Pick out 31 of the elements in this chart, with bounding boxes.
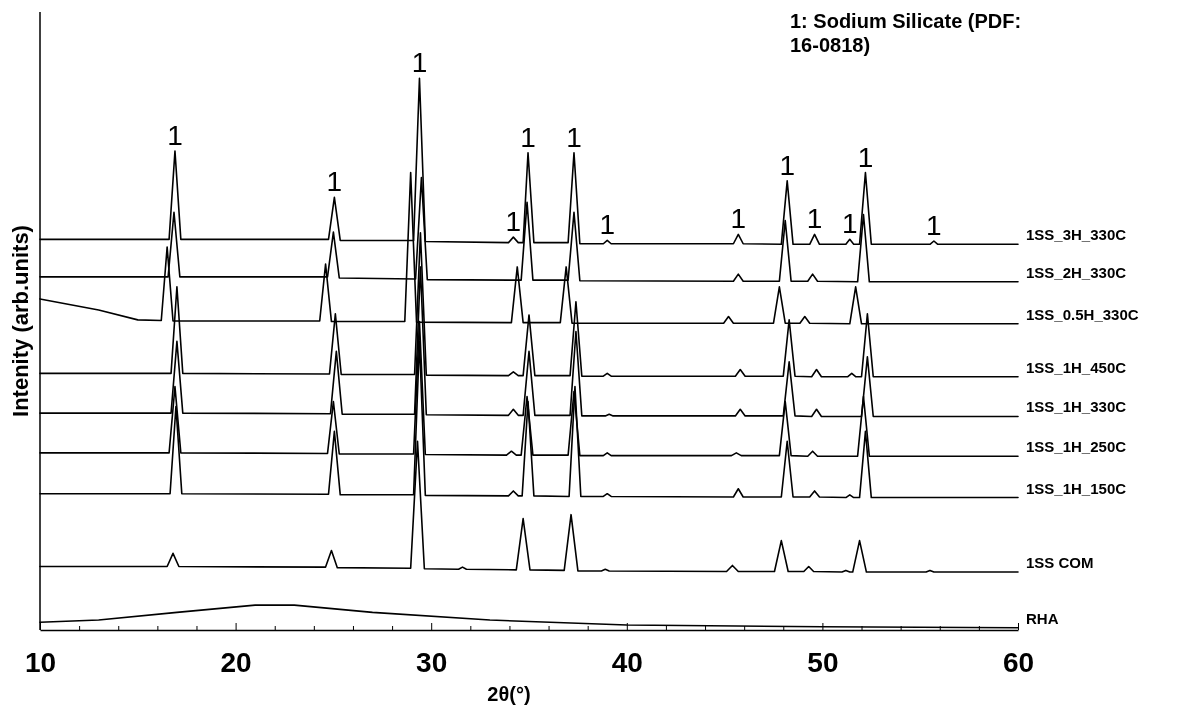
annotation: 1 [599, 209, 616, 241]
x-tick-label: 20 [220, 646, 252, 678]
x-tick-label: 60 [1002, 646, 1035, 678]
annotation: 1 [411, 47, 428, 79]
text: 1: Sodium Silicate (PDF: 16-0818) [790, 10, 1022, 56]
y-axis-title: Intenity (arb.units) [8, 225, 33, 417]
x-tick-label: 50 [807, 646, 839, 678]
annotation: 1 [505, 206, 522, 238]
annotation: 1 [857, 141, 874, 173]
x-axis-title: 2θ(°) [487, 683, 531, 705]
annotation: 1 [806, 203, 823, 235]
series-label: 1SS_1H_250C [1026, 438, 1127, 456]
x-tick-label: 10 [24, 646, 57, 678]
annotation: 1 [167, 120, 183, 152]
annotation: 1 [326, 166, 343, 198]
annotation: 1 [730, 203, 747, 235]
series-label: 1SS_0.5H_330C [1026, 305, 1139, 323]
series-label: RHA [1026, 609, 1059, 627]
annotation: 1 [566, 121, 582, 153]
x-tick-label: 40 [611, 646, 643, 678]
series-label: 1SS_2H_330C [1026, 263, 1127, 281]
series-label: 1SS_3H_330C [1026, 226, 1127, 244]
annotation: 1 [779, 149, 795, 181]
annotation: 1 [926, 209, 942, 241]
series-label: 1SS COM [1026, 554, 1094, 572]
x-tick-label: 30 [416, 646, 448, 678]
series-label: 1SS_1H_450C [1026, 358, 1127, 376]
annotation: 1 [841, 208, 858, 240]
series-label: 1SS_1H_150C [1026, 479, 1127, 497]
series-label: 1SS_1H_330C [1026, 398, 1127, 416]
annotation: 1 [520, 121, 536, 153]
